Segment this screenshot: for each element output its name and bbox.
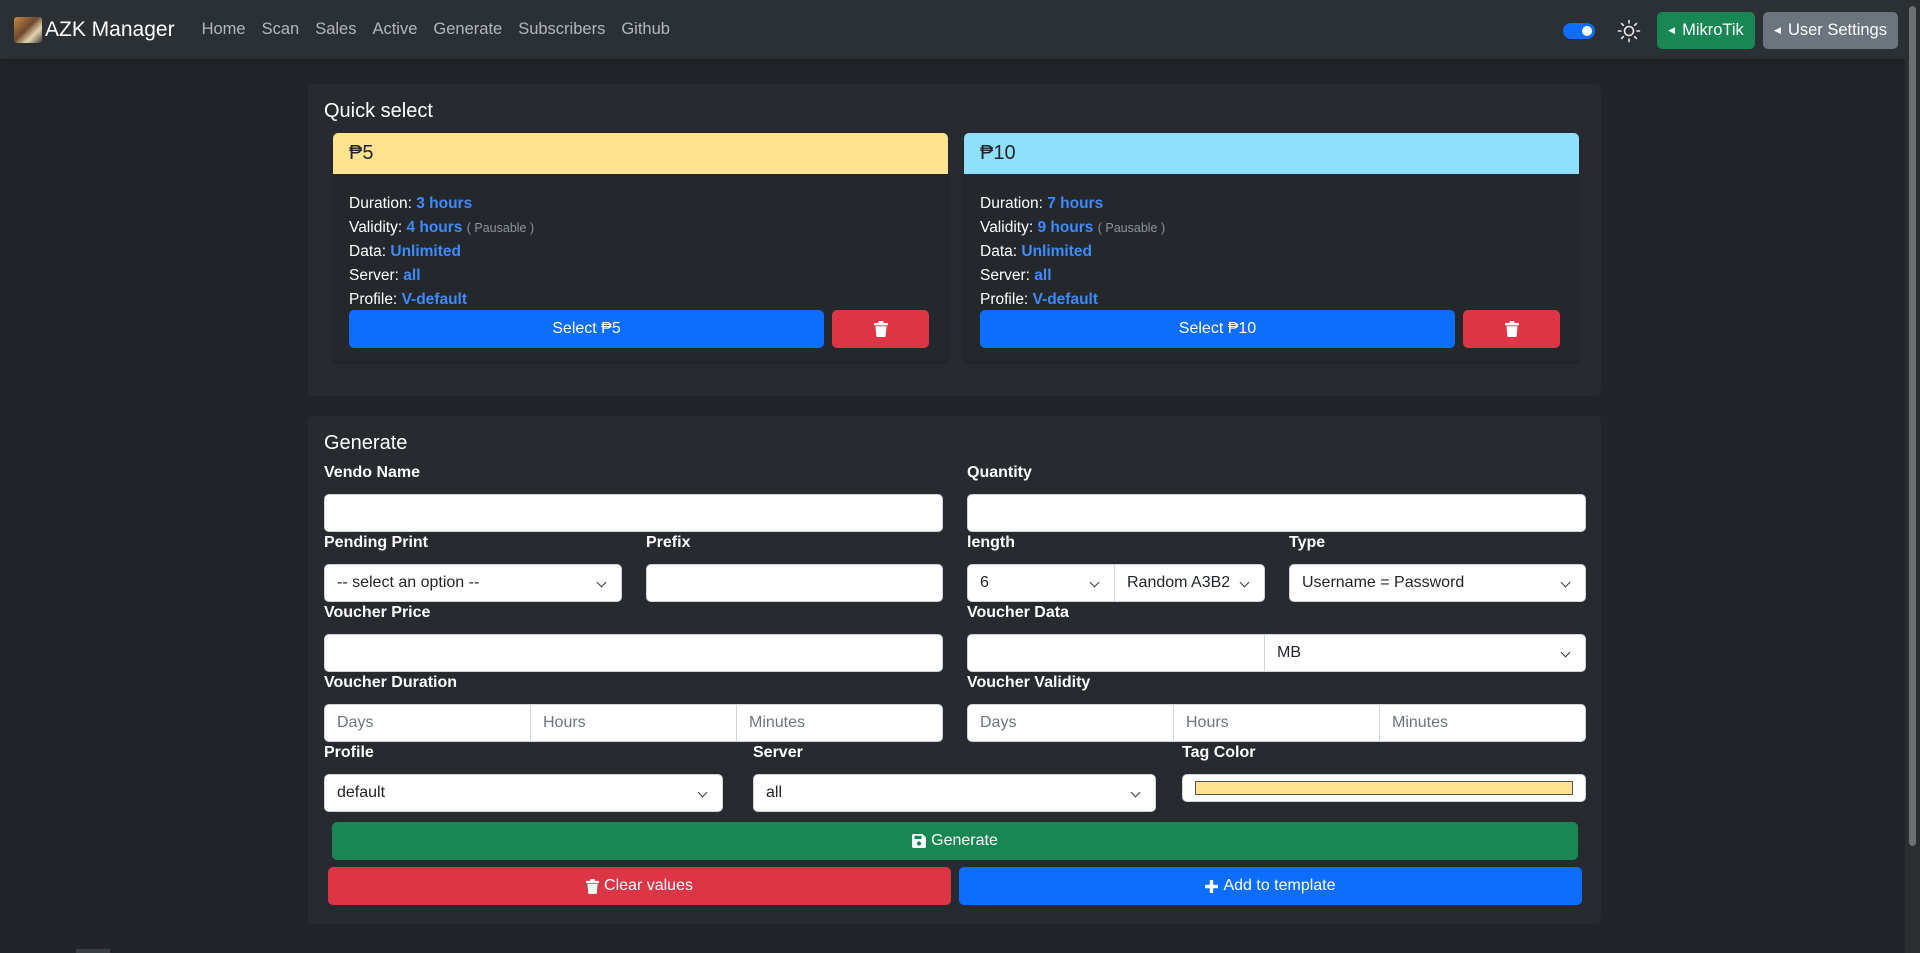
- validity-hours-input[interactable]: Hours: [1173, 704, 1380, 742]
- voucher-data-label: Voucher Data: [967, 604, 1069, 621]
- quantity-label: Quantity: [967, 464, 1032, 481]
- clear-values-button[interactable]: Clear values: [328, 867, 951, 905]
- mikrotik-dropdown-button[interactable]: ◀ MikroTik: [1657, 12, 1755, 49]
- brand-title: AZK Manager: [45, 17, 175, 41]
- charset-select[interactable]: Random A3B2: [1114, 564, 1265, 602]
- caret-left-icon: ◀: [1668, 25, 1676, 35]
- nav-link-subscribers[interactable]: Subscribers: [518, 20, 606, 38]
- mikrotik-label: MikroTik: [1682, 21, 1744, 39]
- select-template-button[interactable]: Select ₱5: [349, 310, 824, 348]
- nav-link-github[interactable]: Github: [621, 20, 670, 38]
- clear-values-label: Clear values: [604, 877, 693, 894]
- caret-left-icon: ◀: [1774, 25, 1781, 35]
- tag-color-swatch: [1195, 781, 1573, 795]
- footer-stub: [76, 949, 110, 953]
- validity-minutes-input[interactable]: Minutes: [1379, 704, 1586, 742]
- add-to-template-label: Add to template: [1223, 877, 1336, 894]
- nav-link-home[interactable]: Home: [201, 20, 246, 38]
- vendo-name-input[interactable]: [324, 494, 943, 532]
- nav-link-sales[interactable]: Sales: [315, 20, 357, 38]
- page-scrollbar[interactable]: [1905, 0, 1920, 953]
- template-card-details: Duration: 3 hours Validity: 4 hours ( Pa…: [333, 174, 948, 312]
- voucher-price-input[interactable]: [324, 634, 943, 672]
- prefix-input[interactable]: [646, 564, 943, 602]
- nav-link-scan[interactable]: Scan: [261, 20, 300, 38]
- length-label: length: [967, 534, 1015, 551]
- pending-print-label: Pending Print: [324, 534, 428, 551]
- pending-print-select[interactable]: -- select an option --: [324, 564, 622, 602]
- profile-select[interactable]: default: [324, 774, 723, 812]
- template-data: Data: Unlimited: [980, 243, 1092, 260]
- template-validity: Validity: 9 hours ( Pausable ): [980, 219, 1166, 236]
- template-server: Server: all: [349, 267, 421, 284]
- generate-button[interactable]: Generate: [332, 822, 1578, 860]
- user-settings-label: User Settings: [1787, 21, 1887, 39]
- switch-knob: [1582, 26, 1592, 36]
- user-settings-dropdown-button[interactable]: ◀ User Settings: [1763, 12, 1898, 49]
- brand[interactable]: AZK Manager: [14, 16, 175, 43]
- template-profile: Profile: V-default: [980, 291, 1099, 308]
- tag-color-picker[interactable]: [1182, 774, 1586, 802]
- duration-hours-input[interactable]: Hours: [530, 704, 737, 742]
- duration-days-input[interactable]: Days: [324, 704, 531, 742]
- template-duration: Duration: 3 hours: [349, 195, 473, 212]
- tag-color-label: Tag Color: [1182, 744, 1256, 761]
- template-card-10: ₱10 Duration: 7 hours Validity: 9 hours …: [964, 133, 1579, 362]
- scrollbar-thumb[interactable]: [1909, 6, 1916, 846]
- voucher-duration-label: Voucher Duration: [324, 674, 458, 691]
- template-data: Data: Unlimited: [349, 243, 461, 260]
- template-server: Server: all: [980, 267, 1052, 284]
- voucher-price-label: Voucher Price: [324, 604, 431, 621]
- nav-link-generate[interactable]: Generate: [433, 20, 503, 38]
- theme-switch[interactable]: [1563, 23, 1595, 39]
- nav-links: Home Scan Sales Active Generate Subscrib…: [194, 20, 678, 39]
- template-card-header: ₱10: [964, 133, 1579, 174]
- template-duration: Duration: 7 hours: [980, 195, 1104, 212]
- template-card-5: ₱5 Duration: 3 hours Validity: 4 hours (…: [333, 133, 948, 362]
- profile-label: Profile: [324, 744, 374, 761]
- voucher-validity-label: Voucher Validity: [967, 674, 1091, 691]
- type-label: Type: [1289, 534, 1326, 551]
- length-select[interactable]: 6: [967, 564, 1115, 602]
- template-card-details: Duration: 7 hours Validity: 9 hours ( Pa…: [964, 174, 1579, 312]
- server-label: Server: [753, 744, 803, 761]
- add-to-template-button[interactable]: Add to template: [959, 867, 1582, 905]
- server-select[interactable]: all: [753, 774, 1156, 812]
- template-profile: Profile: V-default: [349, 291, 468, 308]
- quick-select-title: Quick select: [324, 100, 433, 122]
- voucher-data-unit-select[interactable]: MB: [1264, 634, 1586, 672]
- generate-title: Generate: [324, 432, 408, 454]
- prefix-label: Prefix: [646, 534, 691, 551]
- save-icon: [912, 834, 927, 848]
- template-card-header: ₱5: [333, 133, 948, 174]
- trash-icon: [873, 321, 888, 337]
- plus-icon: [1205, 879, 1219, 893]
- validity-days-input[interactable]: Days: [967, 704, 1174, 742]
- duration-minutes-input[interactable]: Minutes: [736, 704, 943, 742]
- sun-icon[interactable]: [1617, 19, 1641, 43]
- quantity-input[interactable]: [967, 494, 1586, 532]
- generate-button-label: Generate: [931, 832, 998, 849]
- brand-logo-icon: [14, 16, 42, 43]
- template-validity: Validity: 4 hours ( Pausable ): [349, 219, 535, 236]
- delete-template-button[interactable]: [832, 310, 929, 348]
- delete-template-button[interactable]: [1463, 310, 1560, 348]
- trash-icon: [586, 878, 600, 894]
- voucher-data-input[interactable]: [967, 634, 1265, 672]
- type-select[interactable]: Username = Password: [1289, 564, 1586, 602]
- select-template-button[interactable]: Select ₱10: [980, 310, 1455, 348]
- nav-link-active[interactable]: Active: [372, 20, 418, 38]
- vendo-name-label: Vendo Name: [324, 464, 421, 481]
- trash-icon: [1504, 321, 1519, 337]
